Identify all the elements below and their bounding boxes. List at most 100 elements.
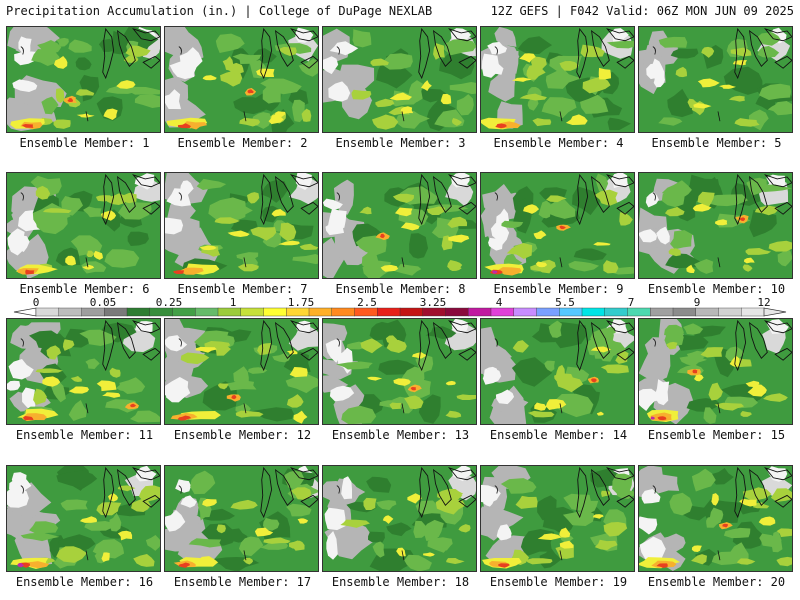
precipitation-map [481,27,634,132]
colorbar-segment [286,307,310,317]
ensemble-member-label: Ensemble Member: 2 [177,136,308,150]
ensemble-member-label: Ensemble Member: 16 [15,575,154,589]
colorbar-segment [377,307,401,317]
colorbar-segment [468,307,492,317]
colorbar-scale [13,307,787,317]
ensemble-member-label: Ensemble Member: 6 [19,282,150,296]
ensemble-member-map [480,318,635,425]
precipitation-map [639,466,792,571]
ensemble-member-map [322,318,477,425]
colorbar-segment [672,307,697,317]
colorbar-segment [195,307,219,317]
colorbar-tick-label: 4 [495,296,503,309]
precipitation-map [481,319,634,424]
ensemble-member-map [322,172,477,279]
precipitation-map [165,466,318,571]
colorbar-segment [263,307,287,317]
colorbar-segment [217,307,242,317]
precipitation-map [7,27,160,132]
precipitation-map [165,319,318,424]
ensemble-member-map [6,465,161,572]
colorbar-segment [604,307,628,317]
colorbar-tick-label: 0.05 [89,296,117,309]
precipitation-map [7,173,160,278]
colorbar-segment [35,307,60,317]
run-info: 12Z GEFS | F042 Valid: 06Z MON JUN 09 20… [490,4,794,18]
ensemble-member-label: Ensemble Member: 20 [647,575,786,589]
colorbar-segment [149,307,173,317]
ensemble-member-label: Ensemble Member: 19 [489,575,628,589]
ensemble-member-map [480,465,635,572]
colorbar-segment [422,307,446,317]
ensemble-member-map [638,318,793,425]
colorbar-segment [445,307,469,317]
colorbar-tick-label: 9 [693,296,701,309]
ensemble-member-map [6,172,161,279]
colorbar-segment [536,307,560,317]
colorbar-segment [81,307,105,317]
ensemble-member-label: Ensemble Member: 9 [493,282,624,296]
precipitation-map [639,319,792,424]
ensemble-member-label: Ensemble Member: 13 [331,428,470,442]
precipitation-map [7,466,160,571]
ensemble-member-label: Ensemble Member: 1 [19,136,150,150]
precipitation-map [639,173,792,278]
colorbar-tick-label: 3.25 [419,296,447,309]
colorbar-segment [354,307,378,317]
colorbar-segment [308,307,333,317]
ensemble-member-label: Ensemble Member: 3 [335,136,466,150]
precipitation-map [323,173,476,278]
ensemble-member-map [638,465,793,572]
colorbar-tick-label: 0.25 [155,296,183,309]
colorbar-segment [104,307,128,317]
ensemble-member-label: Ensemble Member: 4 [493,136,624,150]
ensemble-member-map [6,26,161,133]
ensemble-member-label: Ensemble Member: 10 [647,282,786,296]
colorbar-segment [490,307,515,317]
ensemble-member-map [638,26,793,133]
ensemble-member-label: Ensemble Member: 18 [331,575,470,589]
ensemble-member-label: Ensemble Member: 11 [15,428,154,442]
ensemble-member-label: Ensemble Member: 14 [489,428,628,442]
precipitation-map [323,466,476,571]
ensemble-member-label: Ensemble Member: 8 [335,282,466,296]
colorbar-tick-label: 12 [757,296,771,309]
colorbar-segment [172,307,196,317]
colorbar-segment [58,307,82,317]
colorbar: 0 0.05 0.25 1 1.75 2.5 3.25 4 5.5 7 9 12 [0,296,800,320]
colorbar-segment [581,307,606,317]
ensemble-member-map [164,318,319,425]
colorbar-tick-label: 1.75 [287,296,315,309]
precipitation-map [165,173,318,278]
colorbar-tick-label: 0 [32,296,40,309]
ensemble-member-map [480,172,635,279]
ensemble-member-map [322,26,477,133]
colorbar-segment [650,307,674,317]
precipitation-map [323,319,476,424]
colorbar-left-arrow [13,307,37,317]
ensemble-member-map [164,26,319,133]
ensemble-member-label: Ensemble Member: 7 [177,282,308,296]
colorbar-segment [126,307,151,317]
precipitation-map [481,466,634,571]
ensemble-member-label: Ensemble Member: 12 [173,428,312,442]
ensemble-member-map [164,465,319,572]
colorbar-segment [627,307,651,317]
ensemble-member-label: Ensemble Member: 15 [647,428,786,442]
colorbar-tick-label: 5.5 [555,296,575,309]
ensemble-member-map [480,26,635,133]
precipitation-map [639,27,792,132]
colorbar-right-arrow [763,307,787,317]
colorbar-segment [331,307,355,317]
precipitation-map [165,27,318,132]
colorbar-segment [513,307,537,317]
ensemble-member-label: Ensemble Member: 17 [173,575,312,589]
ensemble-member-map [322,465,477,572]
ensemble-member-label: Ensemble Member: 5 [651,136,782,150]
ensemble-member-map [164,172,319,279]
map-title: Precipitation Accumulation (in.) | Colle… [6,4,433,18]
colorbar-segment [399,307,424,317]
colorbar-segment [695,307,719,317]
precipitation-map [323,27,476,132]
precipitation-map [481,173,634,278]
